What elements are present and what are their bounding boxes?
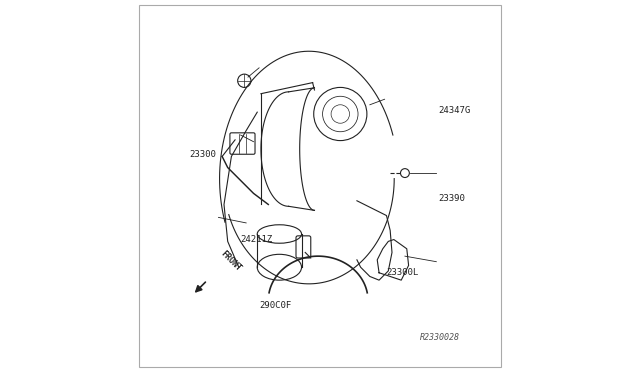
Text: 290C0F: 290C0F: [259, 301, 291, 311]
Text: 24347G: 24347G: [438, 106, 470, 115]
Text: R2330028: R2330028: [420, 333, 460, 342]
Text: 23300: 23300: [189, 150, 216, 159]
Text: 23390: 23390: [438, 195, 465, 203]
Text: FRONT: FRONT: [218, 249, 243, 273]
Text: 24211Z: 24211Z: [241, 235, 273, 244]
Text: 23300L: 23300L: [387, 268, 419, 277]
